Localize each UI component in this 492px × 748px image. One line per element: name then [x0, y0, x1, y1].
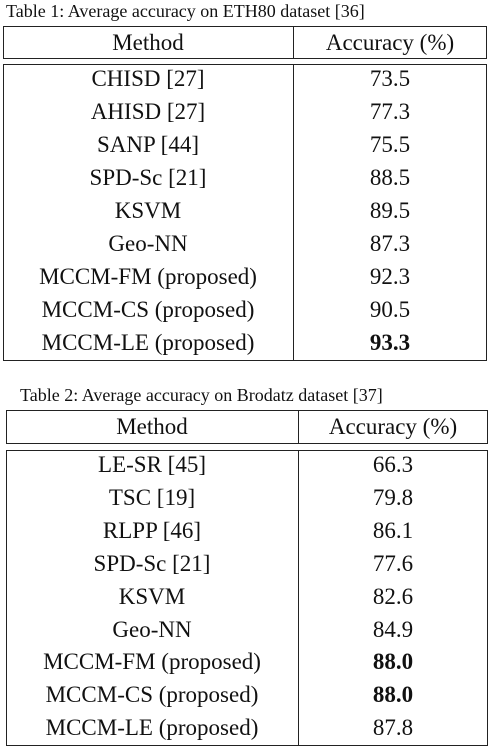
header-cell: Accuracy (%)	[325, 29, 455, 55]
accuracy-cell: 84.9	[372, 616, 414, 642]
column-divider	[293, 64, 294, 361]
accuracy-cell: 66.3	[372, 452, 414, 477]
header-cell: Method	[112, 29, 184, 55]
accuracy-cell: 75.5	[369, 132, 411, 157]
accuracy-cell: 73.5	[369, 66, 411, 91]
accuracy-cell: 79.8	[372, 484, 414, 510]
accuracy-cell: 82.6	[372, 583, 414, 609]
header-cell: Method	[116, 414, 188, 439]
accuracy-cell: 86.1	[372, 517, 414, 543]
method-cell: MCCM-FM (proposed)	[39, 264, 257, 289]
accuracy-cell: 93.3	[369, 330, 411, 355]
body-box	[6, 450, 488, 746]
method-cell: SPD-Sc [21]	[89, 165, 207, 190]
accuracy-cell: 92.3	[369, 264, 411, 289]
accuracy-cell: 88.0	[372, 682, 414, 708]
accuracy-cell: 77.6	[372, 550, 414, 576]
column-divider	[298, 450, 299, 746]
method-cell: SANP [44]	[96, 132, 200, 157]
accuracy-cell: 88.0	[372, 649, 414, 675]
accuracy-cell: 88.5	[369, 165, 411, 190]
method-cell: MCCM-CS (proposed)	[41, 297, 255, 322]
accuracy-cell: 87.8	[372, 715, 414, 741]
method-cell: Geo-NN	[112, 616, 192, 642]
body-box	[3, 64, 487, 361]
method-cell: TSC [19]	[108, 484, 196, 510]
method-cell: KSVM	[114, 198, 182, 223]
header-cell: Accuracy (%)	[328, 414, 458, 439]
method-cell: MCCM-CS (proposed)	[45, 682, 259, 708]
method-cell: Geo-NN	[108, 231, 188, 256]
accuracy-cell: 77.3	[369, 99, 411, 124]
header-box	[6, 410, 488, 444]
method-cell: MCCM-FM (proposed)	[43, 649, 261, 675]
method-cell: KSVM	[118, 583, 186, 609]
method-cell: LE-SR [45]	[98, 452, 206, 477]
header-box	[3, 26, 487, 59]
column-divider	[293, 26, 294, 59]
accuracy-cell: 90.5	[369, 297, 411, 322]
method-cell: AHISD [27]	[90, 99, 206, 124]
method-cell: SPD-Sc [21]	[93, 550, 211, 576]
table-caption: Table 1: Average accuracy on ETH80 datas…	[6, 1, 365, 21]
method-cell: MCCM-LE (proposed)	[41, 330, 255, 355]
method-cell: RLPP [46]	[102, 517, 202, 543]
column-divider	[298, 410, 299, 444]
accuracy-cell: 87.3	[369, 231, 411, 256]
table-caption: Table 2: Average accuracy on Brodatz dat…	[20, 385, 383, 405]
accuracy-cell: 89.5	[369, 198, 411, 223]
method-cell: MCCM-LE (proposed)	[45, 715, 259, 741]
method-cell: CHISD [27]	[91, 66, 205, 91]
